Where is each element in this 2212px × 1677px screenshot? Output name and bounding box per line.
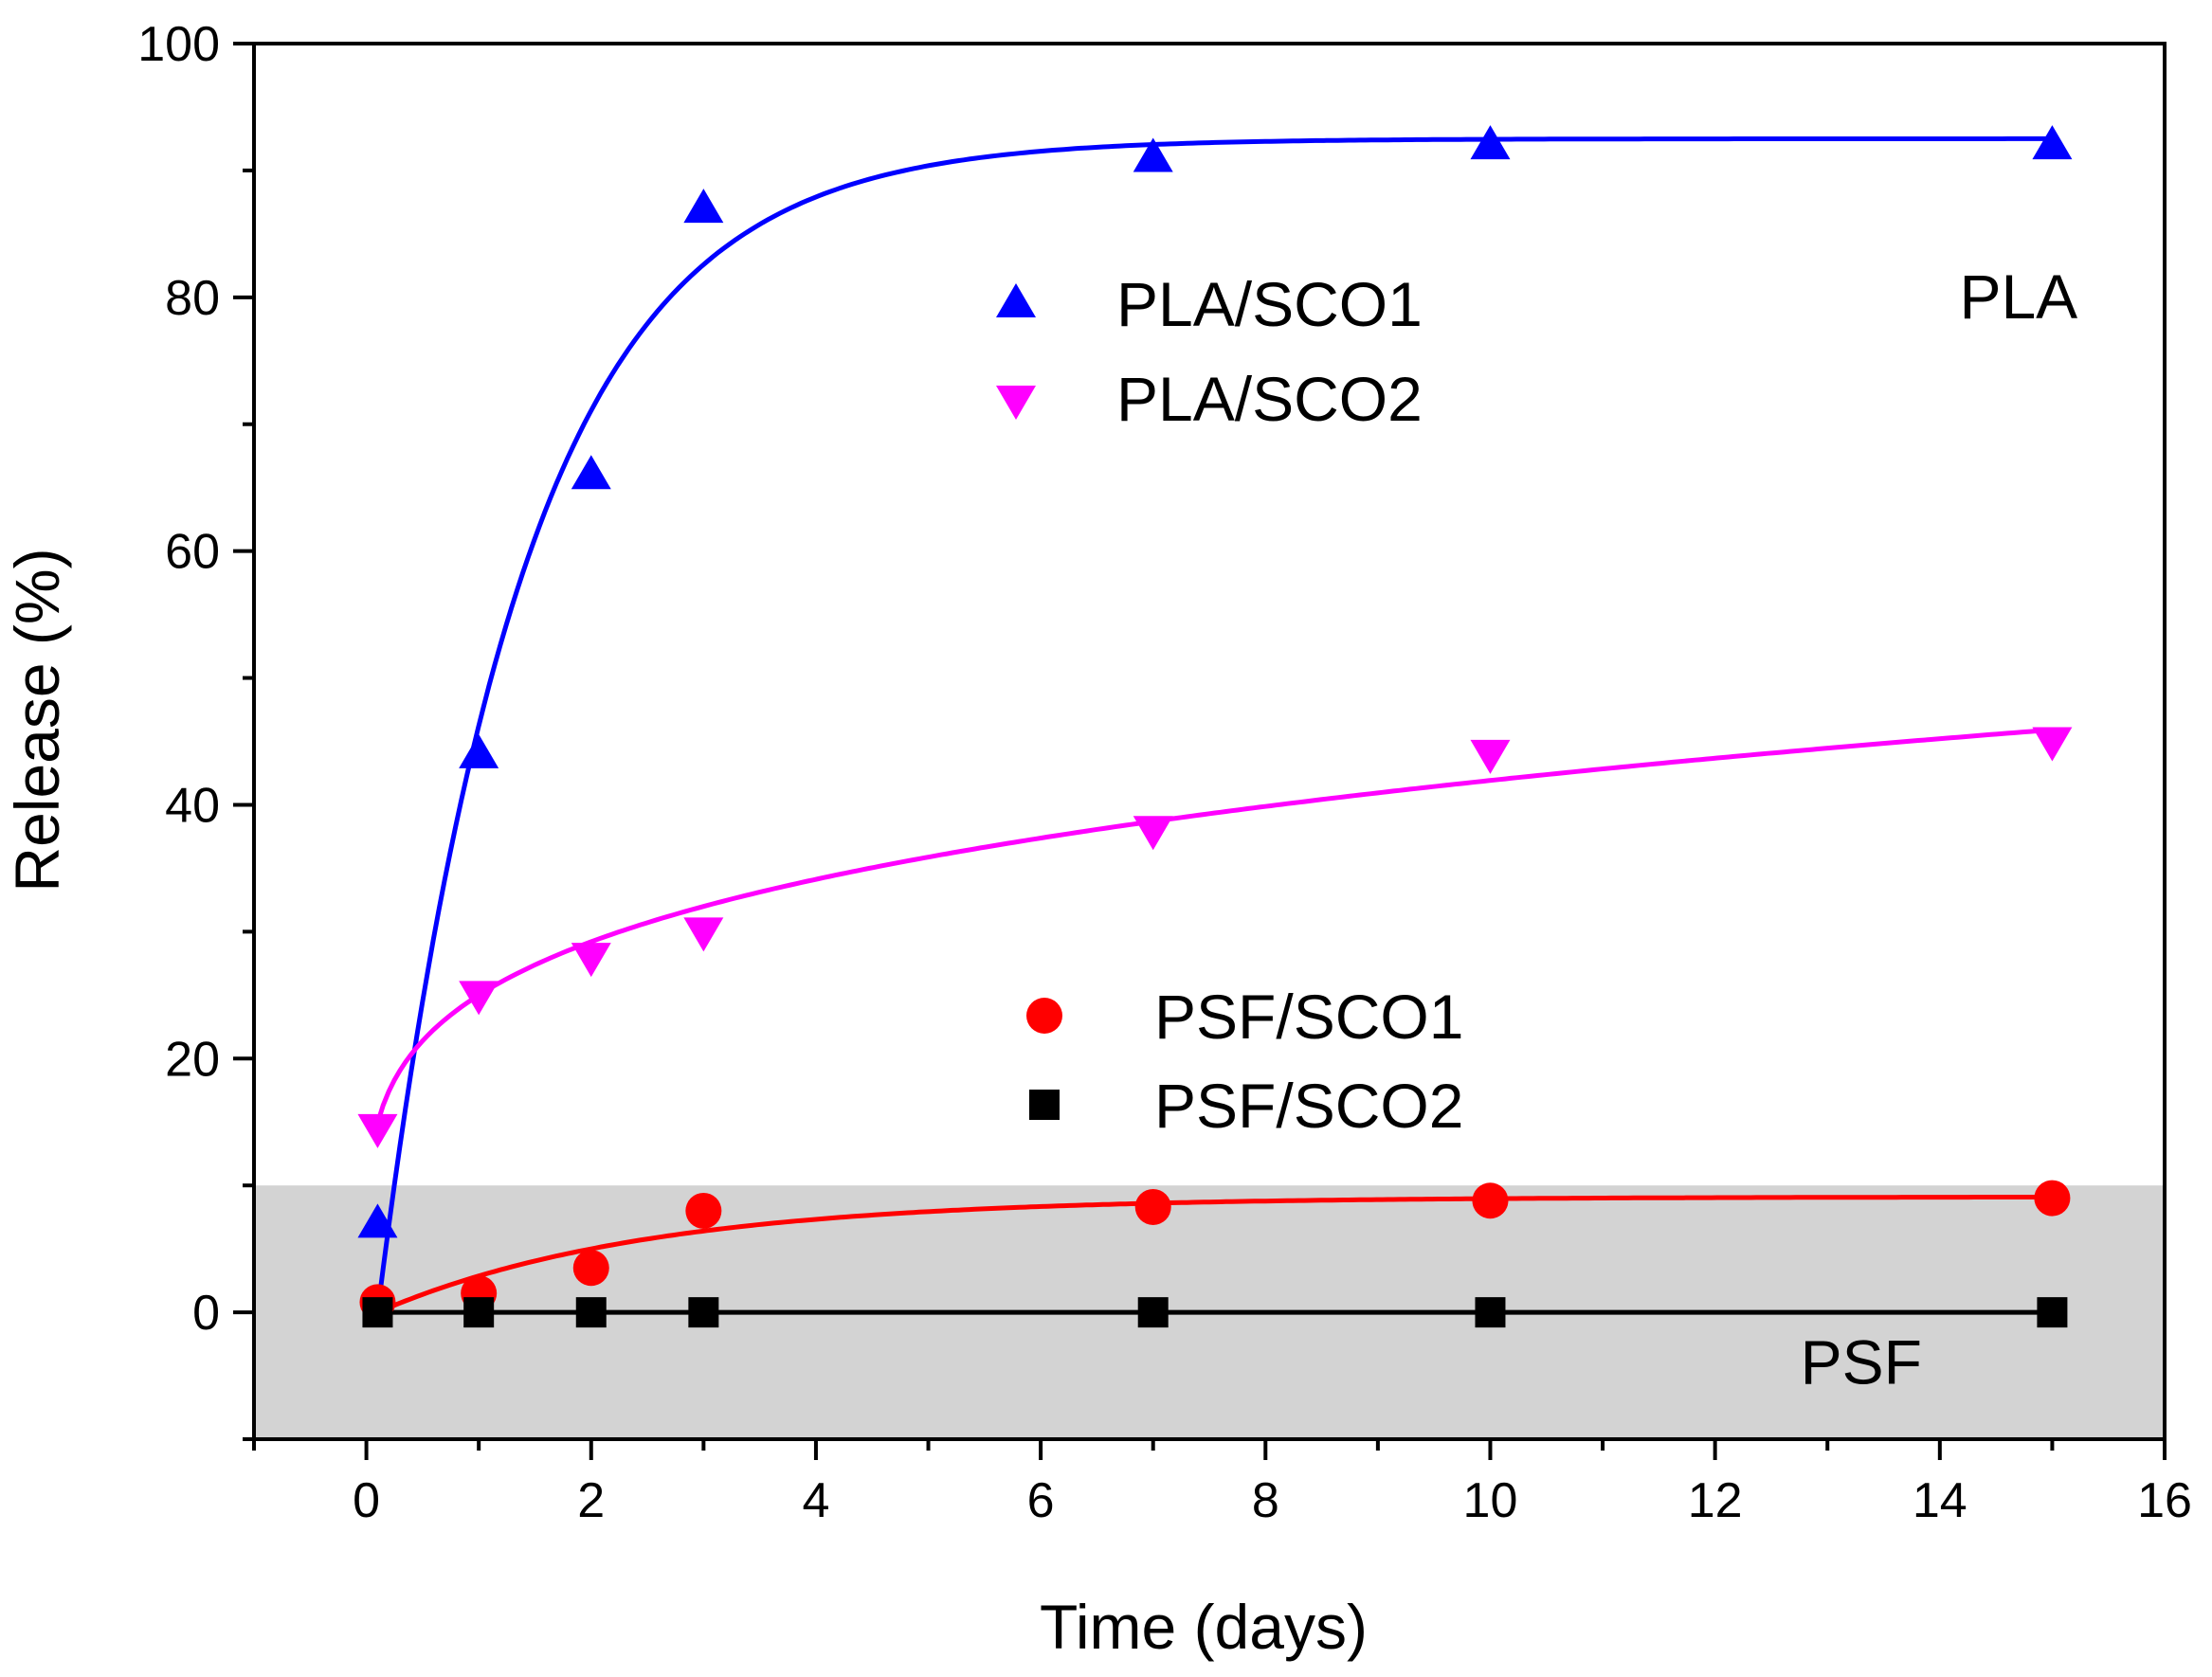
point-psf-sco1-6	[2034, 1180, 2071, 1217]
legend-label-psf-sco2: PSF/SCO2	[1154, 1071, 1463, 1141]
point-pla-sco2-4	[1133, 816, 1173, 851]
point-psf-sco1-5	[1472, 1182, 1509, 1219]
point-psf-sco1-2	[572, 1250, 609, 1287]
point-pla-sco1-6	[2032, 125, 2073, 160]
point-pla-sco1-0	[357, 1203, 398, 1238]
data-markers	[357, 125, 2073, 1328]
point-psf-sco2-1	[463, 1297, 495, 1328]
y-tick-label-60: 60	[165, 525, 220, 580]
point-pla-sco1-3	[683, 189, 724, 224]
legend-marker-pla-sco1	[996, 283, 1036, 317]
legend: PLA/SCO1 PLA/SCO2 PSF/SCO1 PSF/SCO2	[996, 269, 1463, 1141]
legend-marker-psf-sco1	[1026, 998, 1062, 1034]
x-tick-label-4: 4	[802, 1473, 829, 1528]
point-pla-sco2-5	[1470, 739, 1511, 774]
legend-marker-pla-sco2	[996, 386, 1036, 420]
fit-curve-pla-sco2	[375, 727, 2053, 1125]
y-tick-label-0: 0	[192, 1286, 220, 1341]
point-psf-sco2-4	[1137, 1297, 1169, 1328]
point-psf-sco2-5	[1475, 1297, 1506, 1328]
x-tick-label-10: 10	[1463, 1473, 1518, 1528]
x-tick-label-12: 12	[1688, 1473, 1743, 1528]
point-pla-sco2-1	[459, 981, 499, 1016]
y-tick-label-100: 100	[137, 17, 220, 72]
x-tick-label-0: 0	[353, 1473, 380, 1528]
axes: 0 2 4 6 8 10 12 14 16 0 20 40 60 80 100	[137, 17, 2192, 1528]
point-psf-sco2-6	[2037, 1297, 2068, 1328]
point-pla-sco2-0	[357, 1113, 398, 1148]
point-psf-sco1-3	[685, 1192, 722, 1229]
y-tick-label-20: 20	[165, 1032, 220, 1087]
fit-curves	[374, 135, 2053, 1315]
fit-curve-pla-sco1	[374, 135, 2053, 1313]
point-pla-sco2-2	[571, 943, 611, 978]
point-psf-sco2-0	[362, 1297, 393, 1328]
x-tick-label-8: 8	[1252, 1473, 1279, 1528]
plot-frame	[252, 42, 2167, 1441]
legend-label-pla-sco2: PLA/SCO2	[1116, 364, 1423, 434]
x-axis-title: Time (days)	[1040, 1592, 1368, 1662]
psf-region-label: PSF	[1801, 1327, 1922, 1398]
y-tick-label-40: 40	[165, 778, 220, 833]
legend-label-psf-sco1: PSF/SCO1	[1154, 982, 1463, 1052]
point-pla-sco2-3	[683, 917, 724, 952]
legend-marker-psf-sco2	[1029, 1090, 1060, 1120]
legend-label-pla-sco1: PLA/SCO1	[1116, 269, 1423, 339]
point-pla-sco1-2	[571, 455, 611, 490]
y-axis-title: Release (%)	[2, 548, 72, 892]
x-tick-label-2: 2	[577, 1473, 605, 1528]
pla-region-label: PLA	[1959, 261, 2077, 332]
y-tick-label-80: 80	[165, 271, 220, 326]
point-pla-sco1-4	[1133, 137, 1173, 172]
point-pla-sco2-6	[2032, 727, 2073, 762]
point-psf-sco1-4	[1134, 1188, 1171, 1225]
point-pla-sco1-1	[459, 733, 499, 768]
point-psf-sco2-3	[688, 1297, 719, 1328]
x-tick-label-14: 14	[1913, 1473, 1967, 1528]
fit-curve-psf-sco1	[376, 1195, 2053, 1315]
point-pla-sco1-5	[1470, 125, 1511, 160]
x-tick-label-16: 16	[2137, 1473, 2192, 1528]
point-psf-sco2-2	[575, 1297, 607, 1328]
x-tick-label-6: 6	[1027, 1473, 1055, 1528]
